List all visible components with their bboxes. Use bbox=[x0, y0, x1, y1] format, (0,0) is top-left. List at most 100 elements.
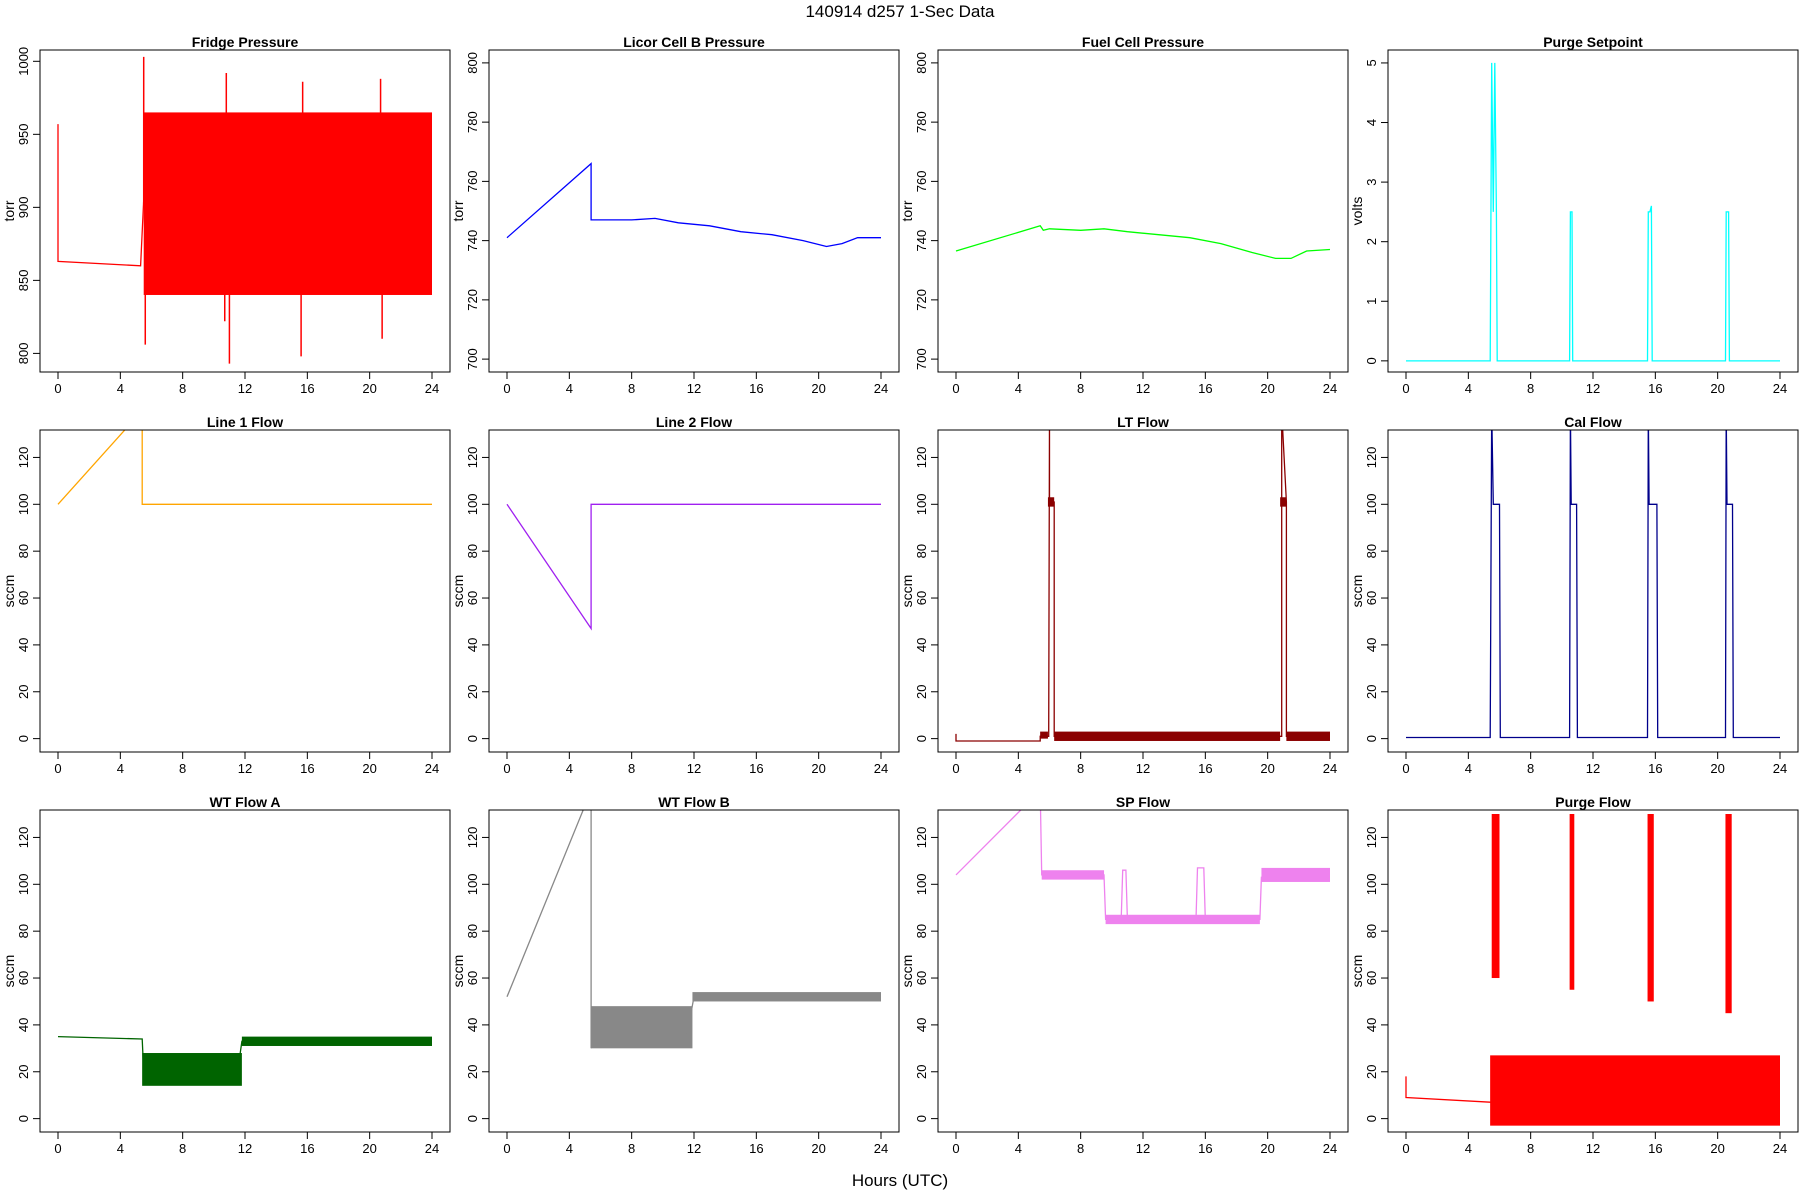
x-tick-label: 20 bbox=[1260, 1141, 1274, 1156]
y-tick-label: 720 bbox=[465, 289, 480, 311]
data-band bbox=[1569, 814, 1575, 990]
y-tick-label: 100 bbox=[1364, 873, 1379, 895]
x-tick-label: 8 bbox=[179, 761, 186, 776]
y-tick-label: 120 bbox=[1364, 827, 1379, 849]
y-tick-label: 0 bbox=[16, 735, 31, 742]
x-tick-label: 8 bbox=[1077, 1141, 1084, 1156]
y-tick-label: 60 bbox=[16, 971, 31, 985]
x-tick-label: 0 bbox=[952, 761, 959, 776]
x-tick-label: 0 bbox=[54, 381, 61, 396]
y-tick-label: 60 bbox=[465, 591, 480, 605]
data-line bbox=[955, 225, 1331, 260]
y-tick-label: 60 bbox=[1364, 591, 1379, 605]
x-tick-label: 0 bbox=[54, 761, 61, 776]
plot-frame bbox=[1387, 809, 1799, 1133]
x-tick-label: 8 bbox=[1527, 761, 1534, 776]
data-band bbox=[1725, 814, 1732, 1014]
y-axis-label: torr bbox=[1, 200, 17, 221]
y-tick-label: 120 bbox=[914, 827, 929, 849]
plot-frame bbox=[488, 49, 900, 373]
y-tick-label: 40 bbox=[914, 638, 929, 652]
x-tick-label: 12 bbox=[1136, 381, 1150, 396]
data-line bbox=[57, 430, 432, 505]
x-tick-label: 12 bbox=[238, 1141, 252, 1156]
x-tick-label: 24 bbox=[1773, 761, 1787, 776]
plot-area bbox=[57, 1035, 432, 1086]
y-tick-label: 120 bbox=[465, 827, 480, 849]
y-tick-label: 720 bbox=[914, 289, 929, 311]
y-tick-label: 40 bbox=[16, 638, 31, 652]
x-tick-label: 12 bbox=[1586, 1141, 1600, 1156]
x-tick-label: 0 bbox=[503, 1141, 510, 1156]
y-tick-label: 4 bbox=[1364, 119, 1379, 126]
y-tick-label: 700 bbox=[914, 348, 929, 370]
y-tick-label: 20 bbox=[914, 685, 929, 699]
x-tick-label: 16 bbox=[300, 381, 314, 396]
data-line bbox=[1405, 1076, 1781, 1103]
chart-panel: WT Flow B sccm 0 4 8 12 16 20 24 0 20 40 60 80 100 120 bbox=[450, 794, 900, 1156]
x-tick-label: 8 bbox=[628, 761, 635, 776]
x-tick-label: 12 bbox=[1586, 381, 1600, 396]
x-tick-label: 8 bbox=[1077, 761, 1084, 776]
plot-frame bbox=[937, 809, 1349, 1133]
x-tick-label: 4 bbox=[1015, 1141, 1022, 1156]
y-tick-label: 20 bbox=[16, 685, 31, 699]
figure-title: 140914 d257 1-Sec Data bbox=[805, 2, 995, 21]
plot-frame bbox=[39, 809, 451, 1133]
x-tick-label: 16 bbox=[749, 381, 763, 396]
plot-area bbox=[506, 162, 881, 248]
x-tick-label: 4 bbox=[117, 381, 124, 396]
y-tick-label: 100 bbox=[1364, 493, 1379, 515]
y-tick-label: 40 bbox=[914, 1018, 929, 1032]
y-tick-label: 0 bbox=[914, 1115, 929, 1122]
y-tick-label: 120 bbox=[1364, 447, 1379, 469]
plot-area bbox=[1406, 430, 1780, 739]
y-tick-label: 40 bbox=[1364, 1018, 1379, 1032]
x-tick-label: 8 bbox=[1077, 381, 1084, 396]
y-axis-label: sccm bbox=[1349, 575, 1365, 608]
y-tick-label: 0 bbox=[1364, 735, 1379, 742]
x-tick-label: 24 bbox=[1323, 1141, 1337, 1156]
data-line bbox=[955, 810, 1330, 921]
y-tick-label: 80 bbox=[16, 544, 31, 558]
y-tick-label: 100 bbox=[914, 873, 929, 895]
y-tick-label: 800 bbox=[465, 52, 480, 74]
x-tick-label: 24 bbox=[1773, 1141, 1787, 1156]
data-band bbox=[142, 1053, 242, 1086]
y-tick-label: 1 bbox=[1364, 298, 1379, 305]
x-tick-label: 0 bbox=[952, 381, 959, 396]
plot-area bbox=[1406, 62, 1780, 362]
y-tick-label: 120 bbox=[465, 447, 480, 469]
x-tick-label: 12 bbox=[238, 761, 252, 776]
x-tick-label: 20 bbox=[1260, 761, 1274, 776]
plot-frame bbox=[937, 429, 1349, 753]
y-tick-label: 0 bbox=[16, 1115, 31, 1122]
y-tick-label: 80 bbox=[465, 924, 480, 938]
x-tick-label: 4 bbox=[566, 381, 573, 396]
y-tick-label: 100 bbox=[465, 493, 480, 515]
data-line bbox=[57, 1035, 432, 1078]
x-tick-label: 16 bbox=[749, 761, 763, 776]
y-tick-label: 40 bbox=[16, 1018, 31, 1032]
plot-frame bbox=[488, 429, 900, 753]
plot-frame bbox=[488, 809, 900, 1133]
y-tick-label: 20 bbox=[465, 685, 480, 699]
y-tick-label: 60 bbox=[16, 591, 31, 605]
x-tick-label: 4 bbox=[1015, 381, 1022, 396]
y-tick-label: 120 bbox=[914, 447, 929, 469]
y-tick-label: 80 bbox=[914, 924, 929, 938]
y-tick-label: 900 bbox=[16, 196, 31, 218]
panel-title: Line 1 Flow bbox=[207, 414, 283, 430]
x-tick-label: 12 bbox=[1586, 761, 1600, 776]
y-tick-label: 780 bbox=[914, 111, 929, 133]
x-tick-label: 4 bbox=[117, 761, 124, 776]
chart-panel: WT Flow A sccm 0 4 8 12 16 20 24 0 20 40 60 80 100 120 bbox=[1, 794, 451, 1156]
y-tick-label: 80 bbox=[1364, 924, 1379, 938]
data-line bbox=[1406, 430, 1780, 739]
x-tick-label: 4 bbox=[566, 1141, 573, 1156]
x-tick-label: 20 bbox=[362, 761, 376, 776]
x-tick-label: 24 bbox=[425, 1141, 439, 1156]
y-tick-label: 1000 bbox=[16, 47, 31, 76]
x-tick-label: 24 bbox=[1323, 381, 1337, 396]
data-band bbox=[1647, 814, 1654, 1002]
